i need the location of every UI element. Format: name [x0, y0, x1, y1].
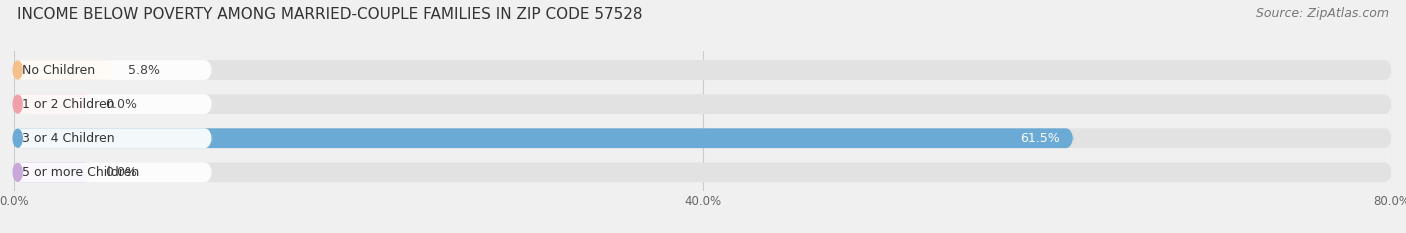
Text: 0.0%: 0.0% [105, 98, 138, 111]
FancyBboxPatch shape [14, 94, 212, 114]
FancyBboxPatch shape [14, 60, 212, 80]
FancyBboxPatch shape [14, 128, 1392, 148]
FancyBboxPatch shape [14, 60, 114, 80]
Circle shape [13, 129, 22, 147]
Text: 5 or more Children: 5 or more Children [22, 166, 139, 179]
Text: INCOME BELOW POVERTY AMONG MARRIED-COUPLE FAMILIES IN ZIP CODE 57528: INCOME BELOW POVERTY AMONG MARRIED-COUPL… [17, 7, 643, 22]
FancyBboxPatch shape [14, 162, 91, 182]
FancyBboxPatch shape [14, 162, 1392, 182]
Circle shape [13, 61, 22, 79]
FancyBboxPatch shape [14, 60, 1392, 80]
Circle shape [13, 95, 22, 113]
Text: No Children: No Children [22, 64, 96, 76]
Text: 1 or 2 Children: 1 or 2 Children [22, 98, 115, 111]
Text: 5.8%: 5.8% [128, 64, 160, 76]
Circle shape [13, 163, 22, 181]
FancyBboxPatch shape [14, 162, 212, 182]
Text: Source: ZipAtlas.com: Source: ZipAtlas.com [1256, 7, 1389, 20]
Text: 0.0%: 0.0% [105, 166, 138, 179]
FancyBboxPatch shape [14, 128, 212, 148]
FancyBboxPatch shape [14, 128, 1073, 148]
FancyBboxPatch shape [14, 94, 91, 114]
FancyBboxPatch shape [14, 94, 1392, 114]
Text: 3 or 4 Children: 3 or 4 Children [22, 132, 115, 145]
Text: 61.5%: 61.5% [1019, 132, 1060, 145]
